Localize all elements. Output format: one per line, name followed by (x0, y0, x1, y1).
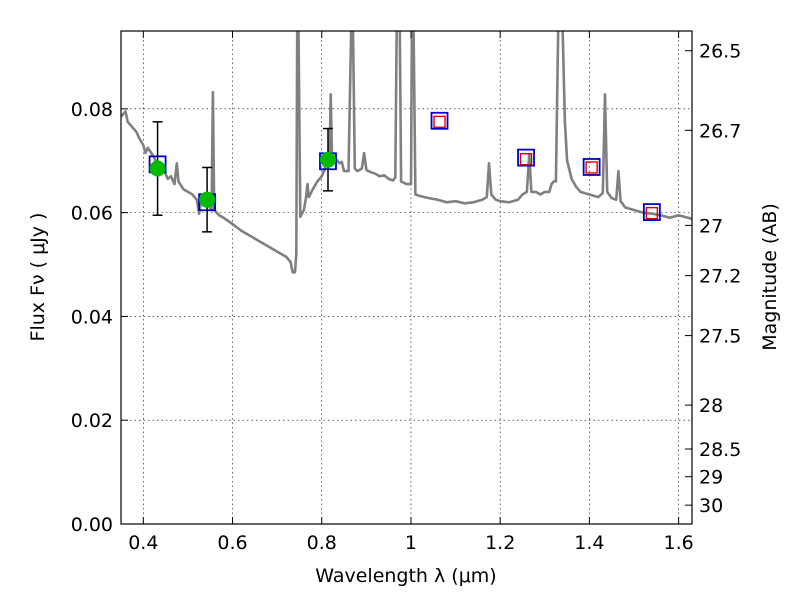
y-tick-label: 0.06 (71, 203, 113, 225)
x-tick-label: 1.2 (485, 532, 515, 554)
observed-point (319, 151, 336, 168)
y2-tick-label: 27 (699, 215, 723, 237)
predicted-photometry-marker (645, 206, 659, 220)
model-photometry-marker (430, 111, 449, 130)
y-tick-label: 0.00 (71, 514, 113, 536)
x-tick-label: 0.6 (217, 532, 247, 554)
model-photometry-marker (582, 158, 601, 176)
tick-labels: 0.4 0.6 0.8 1 1.2 1.4 1.6 0.00 0.02 0.04 0.06 0.08 2… (71, 41, 742, 554)
model-photometry-marker (517, 148, 535, 167)
y2-tick-label: 26.7 (699, 120, 741, 142)
y2-tick-label: 26.5 (699, 41, 741, 63)
axis-ticks (121, 31, 692, 525)
plot-series (121, 31, 692, 274)
predicted-photometry-marker (433, 115, 446, 129)
x-tick-label: 1.4 (574, 532, 604, 554)
x-tick-label: 1 (405, 532, 417, 554)
y2-tick-label: 28 (699, 395, 723, 417)
observed-point (199, 191, 216, 208)
y2-tick-label: 29 (699, 467, 723, 489)
y-tick-label: 0.08 (71, 99, 113, 121)
model-photometry-marker (642, 203, 661, 222)
observed-point (149, 160, 166, 177)
predicted-photometry-marker (519, 152, 533, 166)
predicted-photometry-marker (585, 161, 598, 174)
x-axis-title: Wavelength λ (μm) (315, 565, 496, 587)
y-tick-label: 0.02 (71, 410, 113, 432)
x-tick-label: 0.4 (128, 532, 158, 554)
y2-tick-label: 27.2 (699, 266, 741, 288)
y-axis-title: Flux Fν ( μJy ) (27, 213, 49, 342)
y2-axis-title: Magnitude (AB) (759, 203, 781, 351)
model-spectrum-line (121, 31, 692, 274)
x-tick-label: 1.6 (664, 532, 694, 554)
plot-frame (120, 30, 693, 525)
y2-tick-label: 30 (699, 495, 723, 517)
y2-tick-label: 28.5 (699, 439, 741, 461)
y2-tick-label: 27.5 (699, 326, 741, 348)
y-tick-label: 0.04 (71, 306, 113, 328)
x-tick-label: 0.8 (307, 532, 337, 554)
